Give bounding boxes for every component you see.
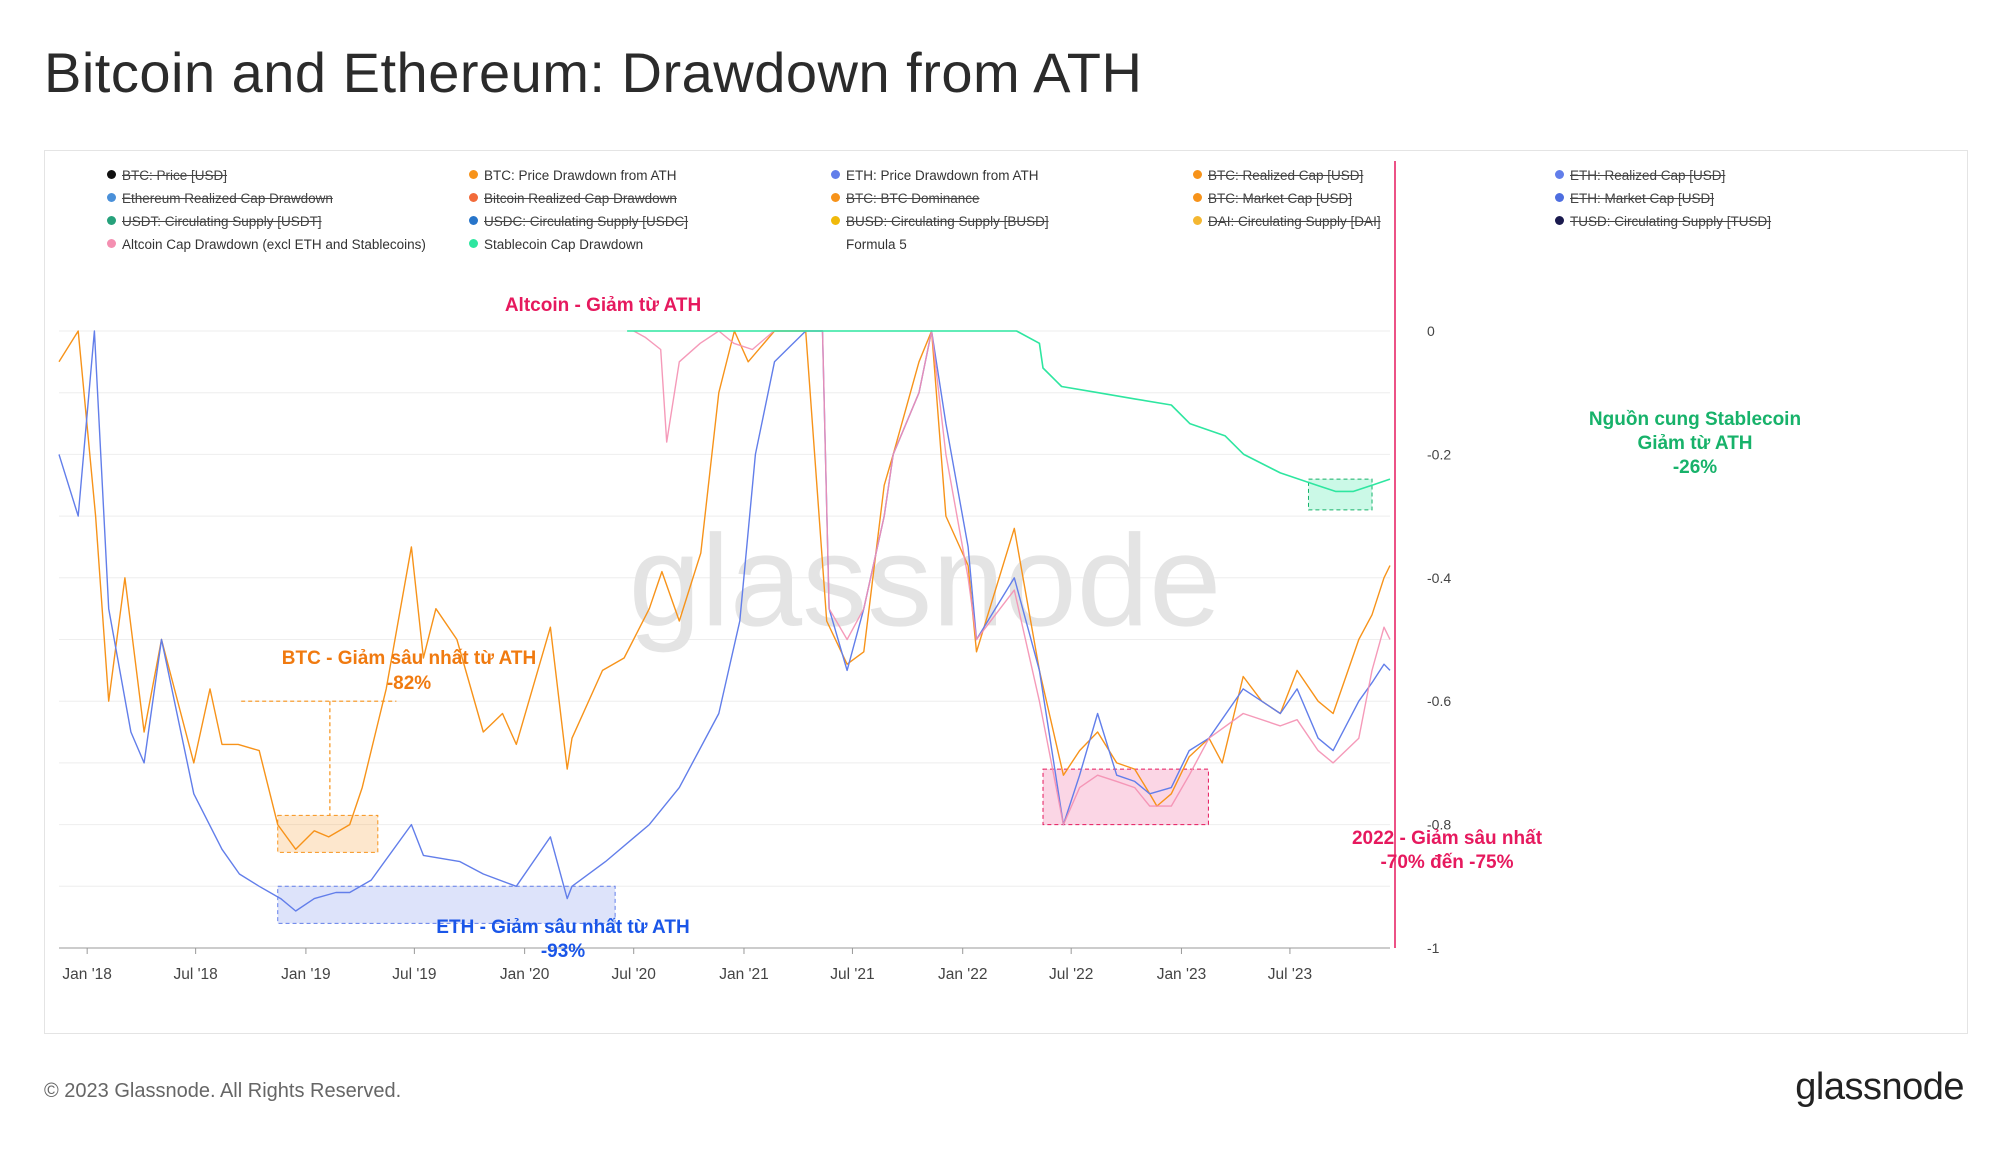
legend-item[interactable]: Formula 5 [831, 236, 907, 252]
bottom-2022-annotation-value: -70% đến -75% [1380, 852, 1513, 873]
legend-label: Stablecoin Cap Drawdown [484, 236, 644, 252]
legend-label: BTC: Price Drawdown from ATH [484, 167, 677, 183]
altcoin-drawdown-line [633, 330, 1391, 826]
x-tick-label: Jan '19 [281, 966, 331, 983]
eth-drawdown-line [58, 330, 1391, 912]
legend-item[interactable]: USDT: Circulating Supply [USDT] [107, 213, 322, 229]
glassnode-logo: glassnode [1795, 1066, 1964, 1108]
legend-label: TUSD: Circulating Supply [TUSD] [1570, 213, 1772, 229]
eth-annotation-title: ETH - Giảm sâu nhất từ ATH [436, 917, 689, 938]
x-tick-label: Jul '20 [612, 966, 657, 983]
legend-dot-icon [831, 169, 840, 179]
legend-label: BTC: BTC Dominance [846, 190, 980, 206]
legend-item[interactable]: Bitcoin Realized Cap Drawdown [469, 190, 677, 206]
x-tick-label: Jul '23 [1268, 966, 1312, 983]
legend-item[interactable]: BTC: BTC Dominance [831, 190, 980, 206]
eth-annotation-value: -93% [541, 941, 585, 962]
x-tick-label: Jan '21 [719, 966, 769, 983]
stablecoin-annotation-title: Nguồn cung Stablecoin [1589, 409, 1801, 430]
legend-item[interactable]: TUSD: Circulating Supply [TUSD] [1555, 213, 1771, 229]
y-tick-label: -0.6 [1427, 693, 1451, 709]
legend-label: ETH: Realized Cap [USD] [1570, 167, 1726, 183]
legend-item[interactable]: ETH: Price Drawdown from ATH [831, 167, 1039, 183]
legend-dot-icon [107, 215, 116, 225]
legend-label: BTC: Market Cap [USD] [1208, 190, 1353, 206]
x-tick-label: Jul '21 [830, 966, 874, 983]
page-title: Bitcoin and Ethereum: Drawdown from ATH [44, 41, 1143, 104]
legend-dot-icon [831, 215, 840, 225]
stablecoin-annotation-value: -26% [1673, 457, 1717, 478]
y-tick-label: 0 [1427, 323, 1435, 339]
legend-item[interactable]: BTC: Market Cap [USD] [1193, 190, 1352, 206]
chart-panel: BTC: Price [USD] BTC: Price Drawdown from… [44, 150, 1968, 1034]
legend-dot-icon [1193, 192, 1202, 202]
legend-item[interactable]: BTC: Price [USD] [107, 167, 227, 183]
legend-item[interactable]: ETH: Market Cap [USD] [1555, 190, 1714, 206]
stablecoin-drawdown-line [627, 330, 1391, 493]
legend-dot-icon [1555, 192, 1564, 202]
glassnode-watermark: glassnode [629, 507, 1222, 653]
btc-bottom-highlight [277, 814, 379, 853]
legend-item[interactable]: BTC: Price Drawdown from ATH [469, 167, 677, 183]
legend-dot-icon [1193, 215, 1202, 225]
legend-dot-icon [1555, 215, 1564, 225]
btc-annotation-value: -82% [387, 673, 431, 694]
y-tick-label: -0.2 [1427, 446, 1451, 462]
stablecoin-highlight [1307, 478, 1373, 511]
x-tick-label: Jan '18 [62, 966, 112, 983]
legend-dot-icon [831, 192, 840, 202]
altcoin-annotation: Altcoin - Giảm từ ATH [505, 295, 701, 316]
y-tick-label: -0.4 [1427, 570, 1451, 586]
legend-label: BTC: Realized Cap [USD] [1208, 167, 1364, 183]
legend-label: Formula 5 [846, 236, 907, 252]
copyright-text: © 2023 Glassnode. All Rights Reserved. [44, 1080, 402, 1102]
legend-dot-icon [469, 238, 478, 248]
legend-label: Ethereum Realized Cap Drawdown [122, 190, 333, 206]
legend-item[interactable]: USDC: Circulating Supply [USDC] [469, 213, 688, 229]
btc-annotation-title: BTC - Giảm sâu nhất từ ATH [282, 648, 536, 669]
legend-item[interactable]: Altcoin Cap Drawdown (excl ETH and Stabl… [107, 236, 426, 252]
x-tick-label: Jan '23 [1157, 966, 1207, 983]
bottom-2022-highlight [1042, 768, 1209, 826]
legend-item[interactable]: DAI: Circulating Supply [DAI] [1193, 213, 1381, 229]
legend-label: BTC: Price [USD] [122, 167, 228, 183]
x-tick-label: Jul '22 [1049, 966, 1093, 983]
legend-dot-icon [469, 215, 478, 225]
x-tick-label: Jul '19 [392, 966, 436, 983]
legend-dot-icon [107, 169, 116, 179]
x-tick-label: Jan '20 [500, 966, 550, 983]
legend-item[interactable]: BUSD: Circulating Supply [BUSD] [831, 213, 1049, 229]
legend-item[interactable]: BTC: Realized Cap [USD] [1193, 167, 1363, 183]
legend-item[interactable]: ETH: Realized Cap [USD] [1555, 167, 1725, 183]
x-tick-label: Jul '18 [173, 966, 217, 983]
bottom-2022-annotation-title: 2022 - Giảm sâu nhất [1352, 828, 1543, 849]
legend-label: ETH: Price Drawdown from ATH [846, 167, 1039, 183]
legend-label: BUSD: Circulating Supply [BUSD] [846, 213, 1049, 229]
x-tick-label: Jan '22 [938, 966, 988, 983]
legend-dot-icon [107, 238, 116, 248]
legend-label: Bitcoin Realized Cap Drawdown [484, 190, 677, 206]
legend-item[interactable]: Ethereum Realized Cap Drawdown [107, 190, 333, 206]
legend-dot-icon [469, 192, 478, 202]
legend-dot-icon [1193, 169, 1202, 179]
legend-label: ETH: Market Cap [USD] [1570, 190, 1715, 206]
legend-dot-icon [469, 169, 478, 179]
legend-label: DAI: Circulating Supply [DAI] [1208, 213, 1381, 229]
legend-item[interactable]: Stablecoin Cap Drawdown [469, 236, 643, 252]
legend-label: USDT: Circulating Supply [USDT] [122, 213, 322, 229]
y-tick-label: -1 [1427, 940, 1440, 956]
stablecoin-annotation-subtitle: Giảm từ ATH [1637, 433, 1752, 454]
chart-legend: BTC: Price [USD] BTC: Price Drawdown from… [45, 161, 1965, 271]
legend-dot-icon [1555, 169, 1564, 179]
y-tick-label: -0.8 [1427, 817, 1451, 833]
chart-plot: glassnode Jan '18 Jul '18 Jan '19 Jul '19 Jan… [58, 161, 1801, 983]
legend-dot-icon [107, 192, 116, 202]
legend-label: USDC: Circulating Supply [USDC] [484, 213, 689, 229]
legend-label: Altcoin Cap Drawdown (excl ETH and Stabl… [122, 236, 426, 252]
